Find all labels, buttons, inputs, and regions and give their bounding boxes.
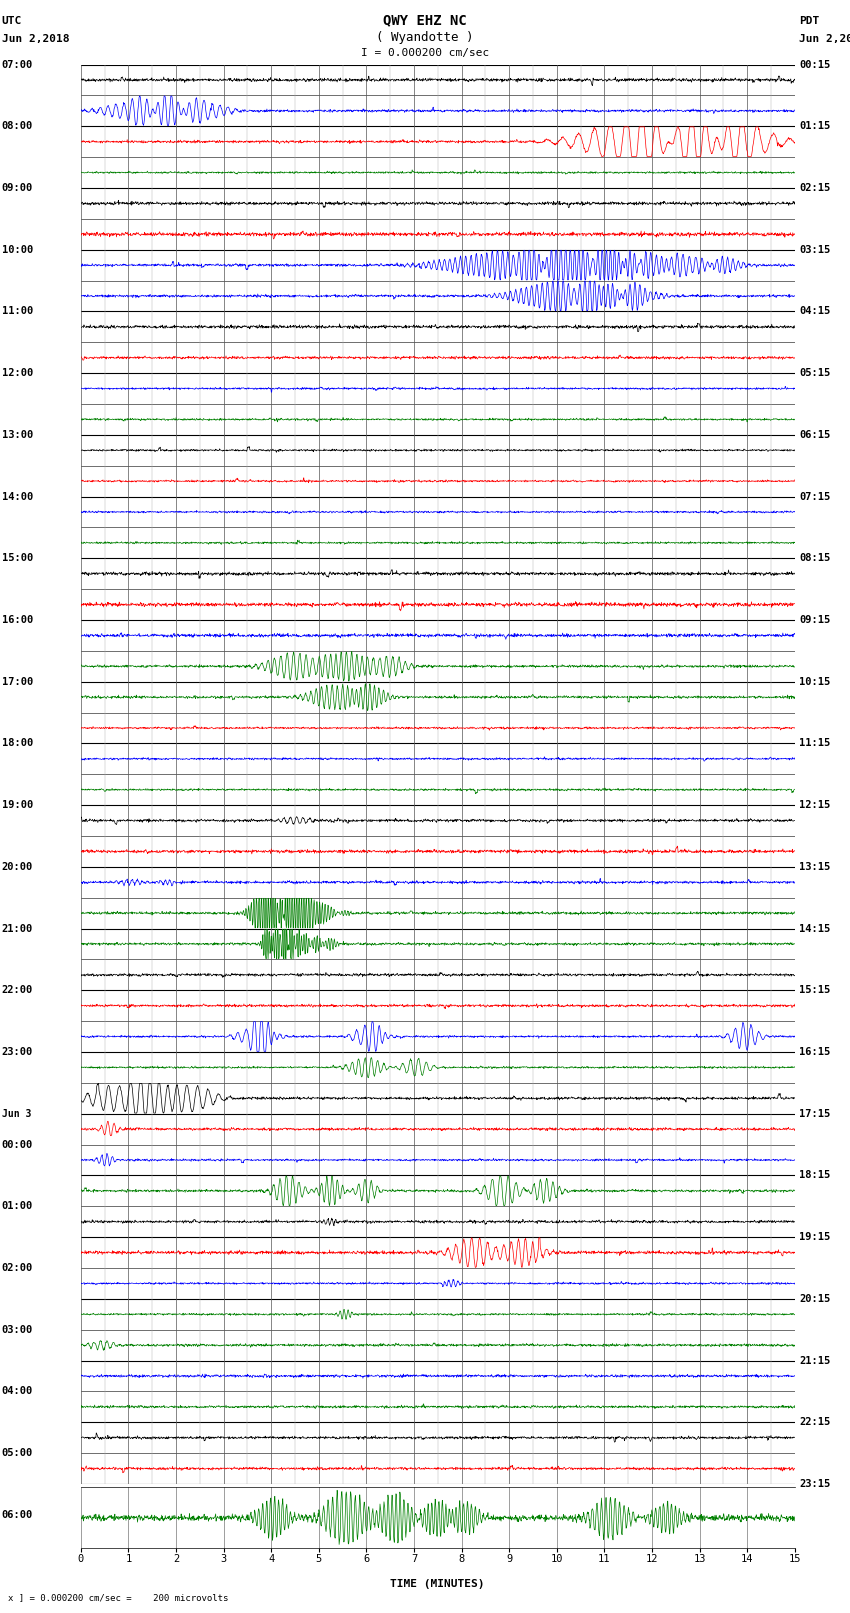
Text: 01:15: 01:15 <box>799 121 830 131</box>
Text: 11:00: 11:00 <box>2 306 33 316</box>
Text: 15:00: 15:00 <box>2 553 33 563</box>
Text: 13:00: 13:00 <box>2 429 33 440</box>
Text: 06:15: 06:15 <box>799 429 830 440</box>
Text: 04:15: 04:15 <box>799 306 830 316</box>
Text: 18:00: 18:00 <box>2 739 33 748</box>
Text: QWY EHZ NC: QWY EHZ NC <box>383 13 467 27</box>
Text: 14:00: 14:00 <box>2 492 33 502</box>
Text: TIME (MINUTES): TIME (MINUTES) <box>390 1579 485 1589</box>
Text: x ] = 0.000200 cm/sec =    200 microvolts: x ] = 0.000200 cm/sec = 200 microvolts <box>8 1592 229 1602</box>
Text: 02:00: 02:00 <box>2 1263 33 1273</box>
Text: 19:15: 19:15 <box>799 1232 830 1242</box>
Text: 19:00: 19:00 <box>2 800 33 810</box>
Text: 12:00: 12:00 <box>2 368 33 377</box>
Text: 03:00: 03:00 <box>2 1324 33 1334</box>
Text: 14:15: 14:15 <box>799 924 830 934</box>
Text: 00:15: 00:15 <box>799 60 830 69</box>
Text: 08:00: 08:00 <box>2 121 33 131</box>
Text: 05:15: 05:15 <box>799 368 830 377</box>
Text: 07:15: 07:15 <box>799 492 830 502</box>
Text: ( Wyandotte ): ( Wyandotte ) <box>377 31 473 44</box>
Text: UTC: UTC <box>2 16 22 26</box>
Text: 10:15: 10:15 <box>799 677 830 687</box>
Text: 17:15: 17:15 <box>799 1108 830 1119</box>
Text: 10:00: 10:00 <box>2 245 33 255</box>
Text: Jun 2,2018: Jun 2,2018 <box>799 34 850 44</box>
Text: 05:00: 05:00 <box>2 1448 33 1458</box>
Text: 16:00: 16:00 <box>2 615 33 624</box>
Text: 11:15: 11:15 <box>799 739 830 748</box>
Text: 15:15: 15:15 <box>799 986 830 995</box>
Text: 22:15: 22:15 <box>799 1418 830 1428</box>
Text: 21:00: 21:00 <box>2 924 33 934</box>
Text: 06:00: 06:00 <box>2 1510 33 1519</box>
Text: 00:00: 00:00 <box>2 1139 33 1150</box>
Text: 08:15: 08:15 <box>799 553 830 563</box>
Text: 23:00: 23:00 <box>2 1047 33 1057</box>
Text: 01:00: 01:00 <box>2 1202 33 1211</box>
Text: 02:15: 02:15 <box>799 182 830 194</box>
Text: PDT: PDT <box>799 16 819 26</box>
Text: 07:00: 07:00 <box>2 60 33 69</box>
Text: 21:15: 21:15 <box>799 1355 830 1366</box>
Text: 17:00: 17:00 <box>2 677 33 687</box>
Text: 04:00: 04:00 <box>2 1387 33 1397</box>
Text: 20:15: 20:15 <box>799 1294 830 1303</box>
Text: Jun 3: Jun 3 <box>2 1108 31 1119</box>
Text: I = 0.000200 cm/sec: I = 0.000200 cm/sec <box>361 48 489 58</box>
Text: 03:15: 03:15 <box>799 245 830 255</box>
Text: 13:15: 13:15 <box>799 861 830 871</box>
Text: 09:00: 09:00 <box>2 182 33 194</box>
Text: 22:00: 22:00 <box>2 986 33 995</box>
Text: 16:15: 16:15 <box>799 1047 830 1057</box>
Text: Jun 2,2018: Jun 2,2018 <box>2 34 69 44</box>
Text: 23:15: 23:15 <box>799 1479 830 1489</box>
Text: 09:15: 09:15 <box>799 615 830 624</box>
Text: 18:15: 18:15 <box>799 1171 830 1181</box>
Text: 12:15: 12:15 <box>799 800 830 810</box>
Text: 20:00: 20:00 <box>2 861 33 871</box>
